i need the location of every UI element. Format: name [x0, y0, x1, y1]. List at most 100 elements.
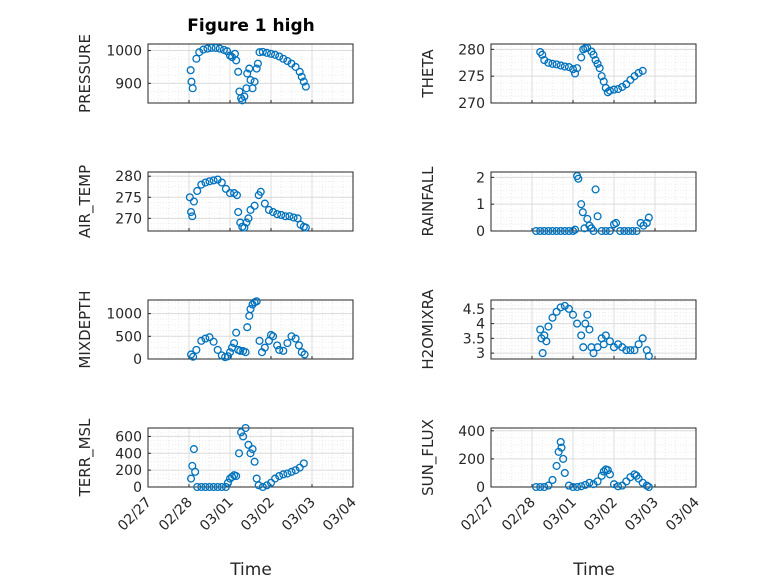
data-point	[559, 454, 568, 463]
data-point	[246, 205, 255, 214]
data-point	[258, 47, 267, 56]
data-point	[225, 348, 235, 357]
y-axis-label: TERR_MSL	[76, 418, 95, 497]
data-point	[593, 212, 602, 221]
data-point	[254, 481, 263, 490]
x-axis-label-left: Time	[229, 560, 272, 580]
x-axis-label-right: Time	[572, 560, 615, 580]
data-point	[248, 445, 257, 454]
data-point	[601, 226, 610, 236]
data-point	[242, 84, 251, 93]
plot-area	[491, 172, 696, 231]
data-point	[232, 56, 241, 65]
data-point	[246, 449, 255, 458]
data-point	[287, 467, 296, 476]
y-tick-label: 280	[458, 42, 485, 58]
data-point	[595, 64, 604, 73]
data-point	[213, 345, 222, 354]
data-point	[573, 319, 582, 328]
data-point	[544, 481, 553, 490]
data-point	[201, 178, 210, 187]
y-tick-label: 400	[458, 424, 485, 440]
x-tick-label: 03/04	[663, 494, 703, 534]
data-point	[199, 45, 208, 54]
data-point	[266, 478, 276, 487]
y-tick-label: 0	[476, 480, 485, 496]
data-point	[191, 467, 200, 476]
data-point	[244, 214, 253, 223]
data-point	[297, 72, 306, 81]
x-tick-label: 02/28	[156, 495, 196, 535]
data-point	[591, 185, 600, 194]
data-point	[275, 345, 284, 354]
data-point	[236, 218, 245, 227]
data-point	[552, 60, 561, 69]
data-point	[232, 328, 241, 337]
data-point	[234, 67, 243, 76]
x-tick-label: 02/27	[458, 495, 498, 535]
data-point	[189, 352, 198, 361]
data-point	[205, 177, 214, 186]
data-point	[609, 220, 619, 229]
data-point	[240, 92, 249, 101]
y-tick-label: 0	[133, 480, 142, 496]
data-point	[618, 82, 627, 91]
data-point	[238, 96, 247, 105]
data-point	[577, 200, 586, 209]
data-point	[556, 61, 565, 70]
data-point	[301, 223, 310, 232]
data-point	[548, 475, 557, 485]
data-point	[188, 212, 197, 221]
subplot-mixdepth: 0 500 1000 MIXDEPTH	[76, 290, 354, 369]
data-point	[583, 310, 592, 319]
y-tick-label: 280	[115, 169, 142, 185]
data-point	[605, 226, 614, 236]
x-tick-label: 02/28	[499, 495, 539, 535]
x-tick-label: 03/03	[622, 495, 662, 535]
data-point	[295, 463, 304, 472]
data-point	[232, 191, 242, 200]
data-point	[268, 332, 278, 341]
data-point	[192, 345, 201, 354]
data-point	[275, 471, 284, 481]
data-point	[634, 474, 643, 483]
data-point	[532, 482, 541, 492]
data-point	[597, 226, 606, 236]
data-point	[632, 226, 641, 236]
data-point	[291, 466, 300, 475]
data-point	[205, 333, 214, 342]
data-point	[197, 482, 206, 492]
plot-area	[491, 428, 696, 487]
data-point	[189, 445, 198, 454]
data-point	[605, 86, 614, 95]
data-point	[589, 349, 598, 358]
data-point	[609, 85, 619, 94]
data-point	[564, 304, 573, 313]
data-point	[299, 459, 308, 468]
data-point	[236, 346, 245, 355]
data-point	[593, 477, 602, 486]
data-point	[289, 213, 298, 222]
data-point	[570, 69, 580, 78]
data-point	[301, 82, 310, 91]
subplot-theta: 270 275 280 THETA	[419, 42, 697, 112]
data-point	[201, 334, 210, 343]
data-point	[542, 337, 551, 346]
data-point	[234, 449, 244, 458]
data-point	[611, 218, 621, 228]
data-point	[597, 72, 606, 81]
data-point	[258, 482, 267, 492]
subplot-air_temp: 270 275 280 AIR_TEMP	[76, 165, 354, 238]
data-point	[556, 437, 565, 447]
data-point	[568, 482, 578, 492]
data-point	[601, 83, 610, 93]
data-point	[271, 50, 280, 59]
x-tick-label: 03/01	[540, 495, 580, 535]
data-point	[187, 474, 196, 483]
data-point	[221, 184, 230, 193]
data-point	[256, 187, 265, 196]
subplot-rainfall: 0 1 2 RAINFALL	[419, 166, 697, 240]
data-point	[564, 63, 573, 72]
data-point	[573, 482, 582, 492]
